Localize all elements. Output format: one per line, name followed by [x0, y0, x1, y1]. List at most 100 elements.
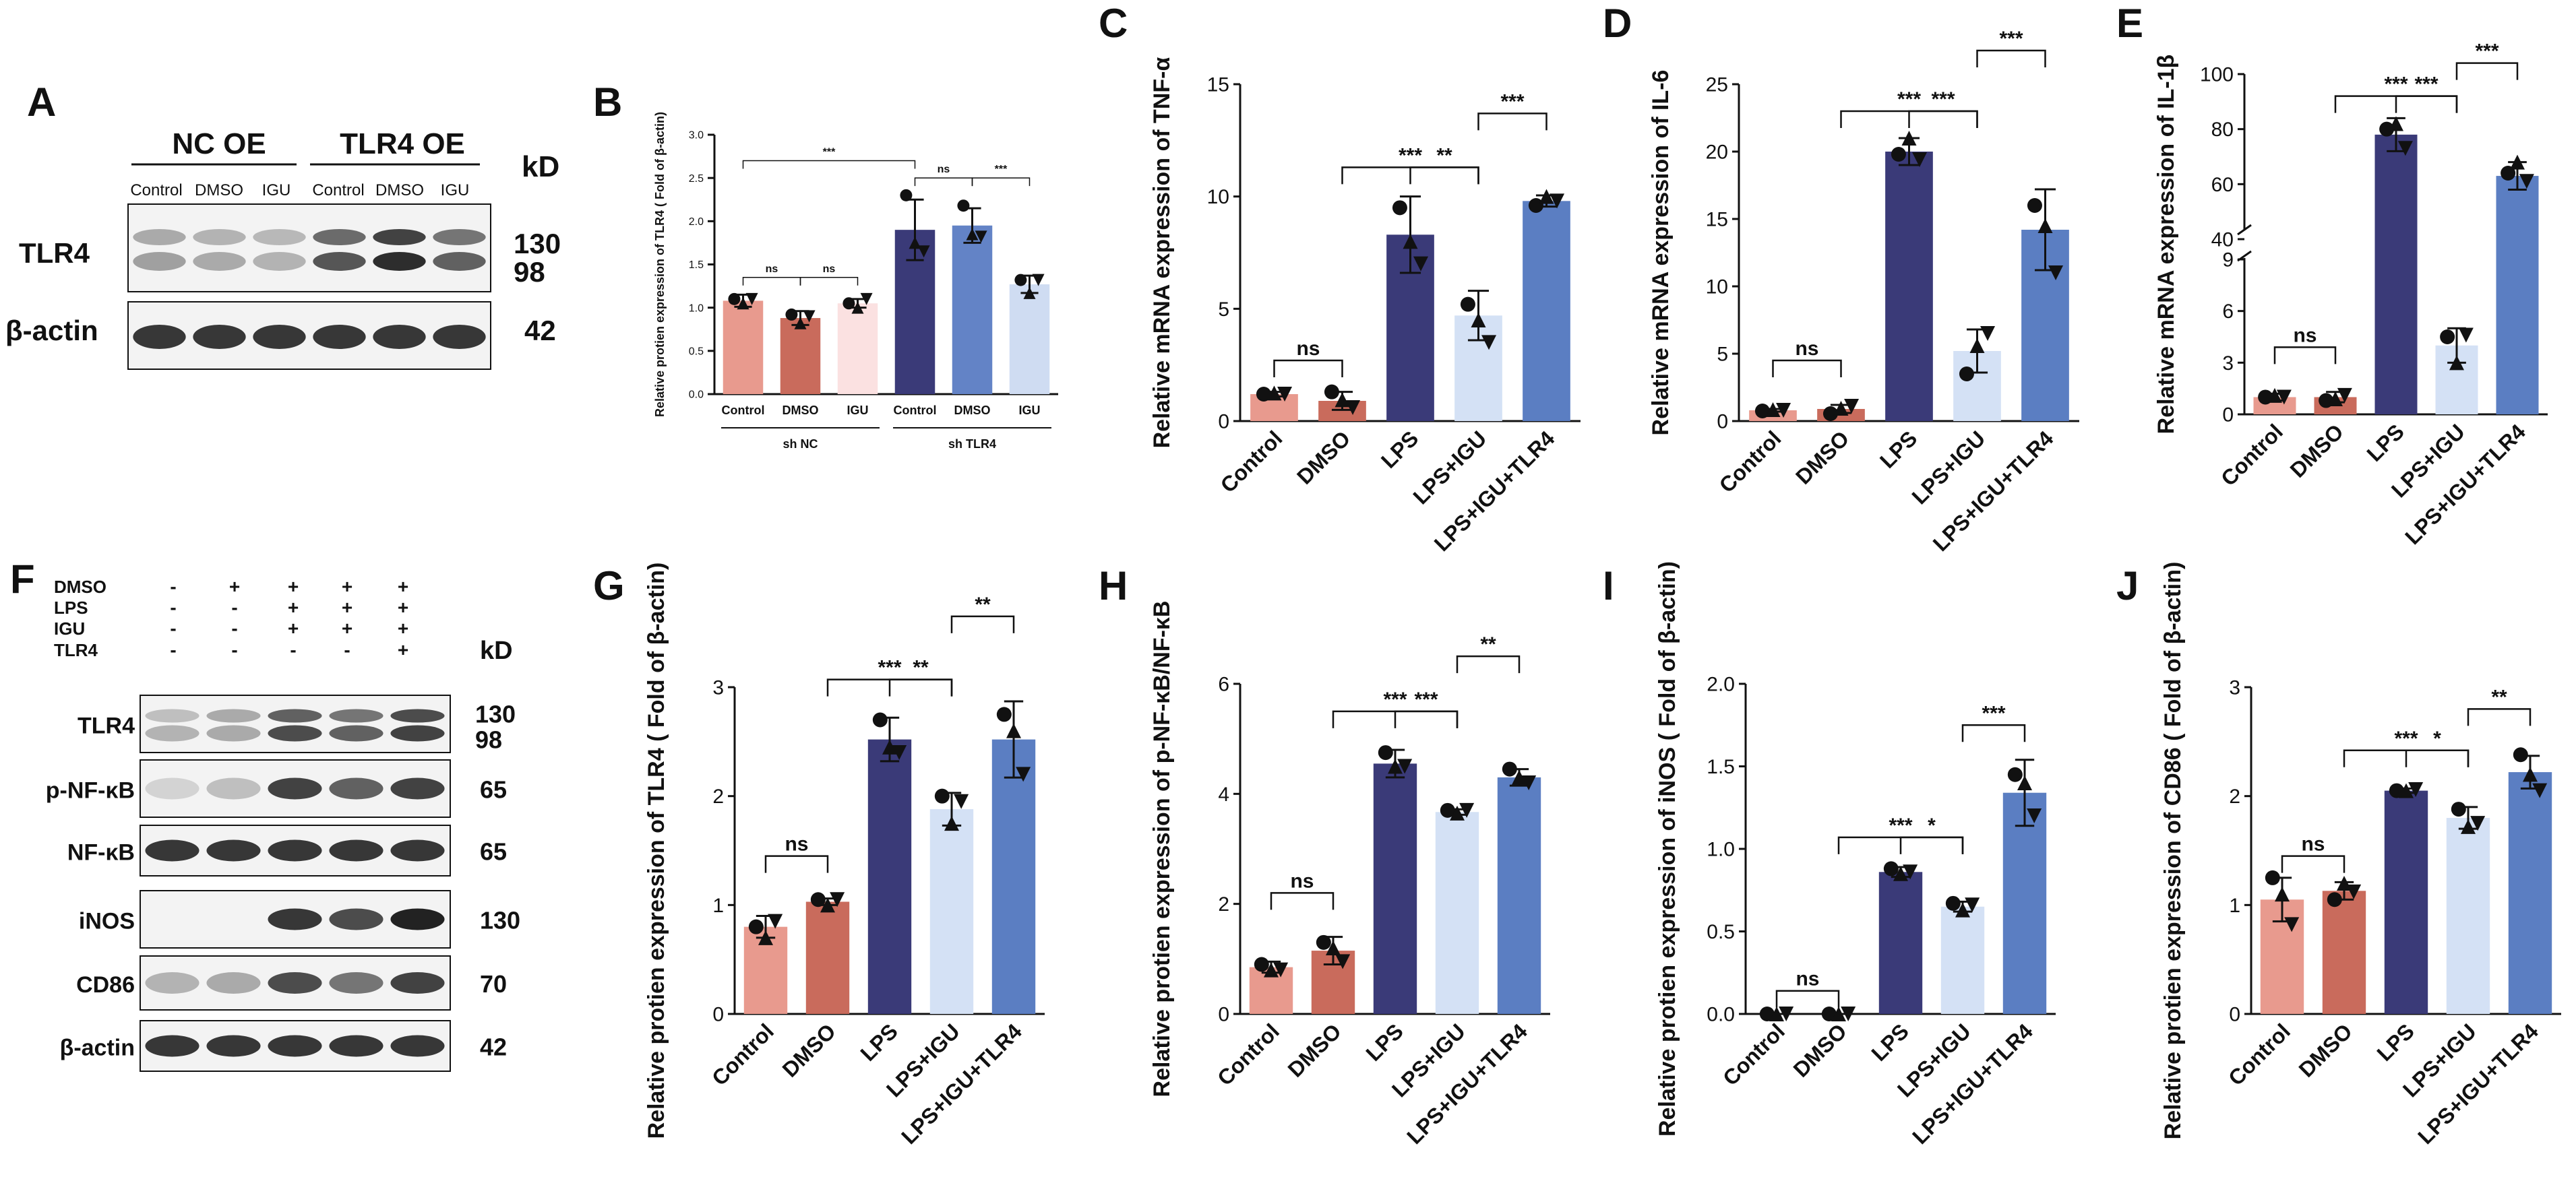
significance-label: ***	[1500, 90, 1524, 113]
y-tick-label: 2.5	[689, 173, 704, 185]
significance-label: ns	[823, 263, 836, 275]
x-tick-label: LPS+IGU+TLR4	[1430, 426, 1560, 556]
band	[268, 908, 322, 930]
blot-f-sign: -	[170, 618, 176, 639]
data-point	[2397, 141, 2413, 156]
bar	[2496, 176, 2539, 414]
blot-f-kd-value: 65	[480, 838, 507, 866]
data-point	[851, 301, 864, 314]
band	[145, 725, 200, 742]
band	[145, 839, 200, 862]
bar	[1373, 763, 1417, 1014]
group-label: sh NC	[783, 437, 818, 451]
x-tick-label: LPS	[1875, 426, 1922, 472]
x-tick-label: IGU	[1018, 404, 1040, 417]
significance-bracket	[888, 678, 953, 697]
significance-label: **	[975, 594, 991, 616]
data-point	[1440, 802, 1455, 818]
x-tick-label: Control	[707, 1019, 778, 1090]
y-tick-label: 5	[1218, 298, 1229, 321]
blot-f-row-label: p-NF-κB	[46, 778, 135, 804]
y-tick-label: 0.0	[689, 389, 704, 401]
significance-bracket	[764, 855, 829, 873]
blot-f-condition-label: LPS	[54, 598, 88, 618]
data-point	[2451, 802, 2466, 817]
band	[145, 972, 200, 994]
significance-label: ***	[2394, 728, 2418, 750]
blot-f-condition-label: DMSO	[54, 577, 106, 597]
significance-bracket	[1899, 836, 1964, 854]
data-point	[1459, 802, 1475, 818]
chart-h: 0 2 4 6 Relative protien expression of p-NF-…	[1149, 601, 1550, 1149]
data-point	[803, 310, 816, 323]
data-point	[2337, 387, 2352, 403]
y-tick-label: 9	[2222, 249, 2234, 272]
blot-a-lane-label: IGU	[441, 181, 470, 199]
data-point	[996, 707, 1012, 722]
x-tick-label: Control	[1718, 1019, 1789, 1090]
blot-f-sign: -	[344, 639, 350, 660]
y-axis-label: Relative mRNA expression of IL-1β	[2153, 55, 2179, 435]
data-point	[1023, 286, 1036, 299]
data-point	[1277, 387, 1293, 402]
data-point	[1397, 759, 1413, 774]
band	[329, 777, 384, 800]
data-point	[2440, 329, 2455, 344]
data-point	[1821, 1007, 1837, 1021]
blot-a-bands-actin	[133, 325, 486, 349]
significance-bracket	[2467, 708, 2532, 726]
data-point	[1959, 367, 1974, 381]
data-point	[1903, 864, 1918, 880]
y-tick-label: 1.5	[689, 259, 704, 271]
significance-label: ***	[823, 147, 836, 158]
chart-j: 0 1 2 3 Relative protien expression of CD86 …	[2160, 562, 2561, 1149]
bar	[991, 739, 1036, 1014]
blot-f-kd-value: 42	[480, 1033, 507, 1061]
bar	[929, 809, 974, 1014]
data-point	[2461, 819, 2476, 834]
blot-f-row-label: CD86	[76, 972, 135, 998]
bar	[723, 300, 764, 394]
data-point	[2523, 767, 2538, 782]
data-point	[2027, 808, 2042, 823]
y-tick-label: 2	[712, 786, 724, 808]
data-point	[1521, 775, 1537, 790]
data-point	[1403, 234, 1418, 249]
data-point	[842, 297, 855, 310]
bar	[837, 303, 878, 394]
data-point	[1335, 392, 1350, 408]
band	[329, 972, 384, 994]
data-point	[2284, 917, 2300, 932]
bar	[2446, 818, 2490, 1014]
y-tick-label: 15	[1207, 74, 1229, 96]
blot-a-lane-label: DMSO	[195, 181, 243, 199]
bar	[952, 225, 993, 394]
y-tick-label: 25	[1706, 74, 1728, 96]
blot-a-kd-value: 98	[514, 256, 545, 288]
data-point	[2399, 783, 2414, 798]
data-point	[860, 292, 873, 305]
chart-d: 0 5 10 15 20 25 Relative mRNA expression of IL…	[1648, 28, 2079, 556]
data-point	[2267, 387, 2282, 403]
band	[313, 325, 366, 349]
data-point	[1779, 1007, 1794, 1021]
blot-a: NC OE TLR4 OE Control DMSO IGU Control D…	[5, 127, 561, 370]
data-point	[748, 919, 764, 934]
blot-a-membrane-actin	[127, 301, 491, 370]
band	[390, 908, 445, 930]
significance-label: ***	[2475, 40, 2498, 63]
data-point	[2389, 116, 2403, 131]
bar	[1009, 284, 1050, 394]
y-axis-label: Relative mRNA expression of TNF-α	[1149, 57, 1175, 449]
band	[145, 1035, 200, 1057]
data-point	[794, 317, 807, 329]
data-point	[954, 794, 969, 809]
data-point	[917, 245, 930, 258]
y-tick-label: 4	[1218, 784, 1229, 806]
blot-a-membrane-tlr4	[127, 203, 491, 292]
significance-label: ***	[878, 657, 901, 679]
x-tick-label: LPS	[2372, 1019, 2418, 1065]
group-label: sh TLR4	[948, 437, 996, 451]
significance-bracket	[1961, 724, 2026, 742]
band	[253, 325, 306, 349]
